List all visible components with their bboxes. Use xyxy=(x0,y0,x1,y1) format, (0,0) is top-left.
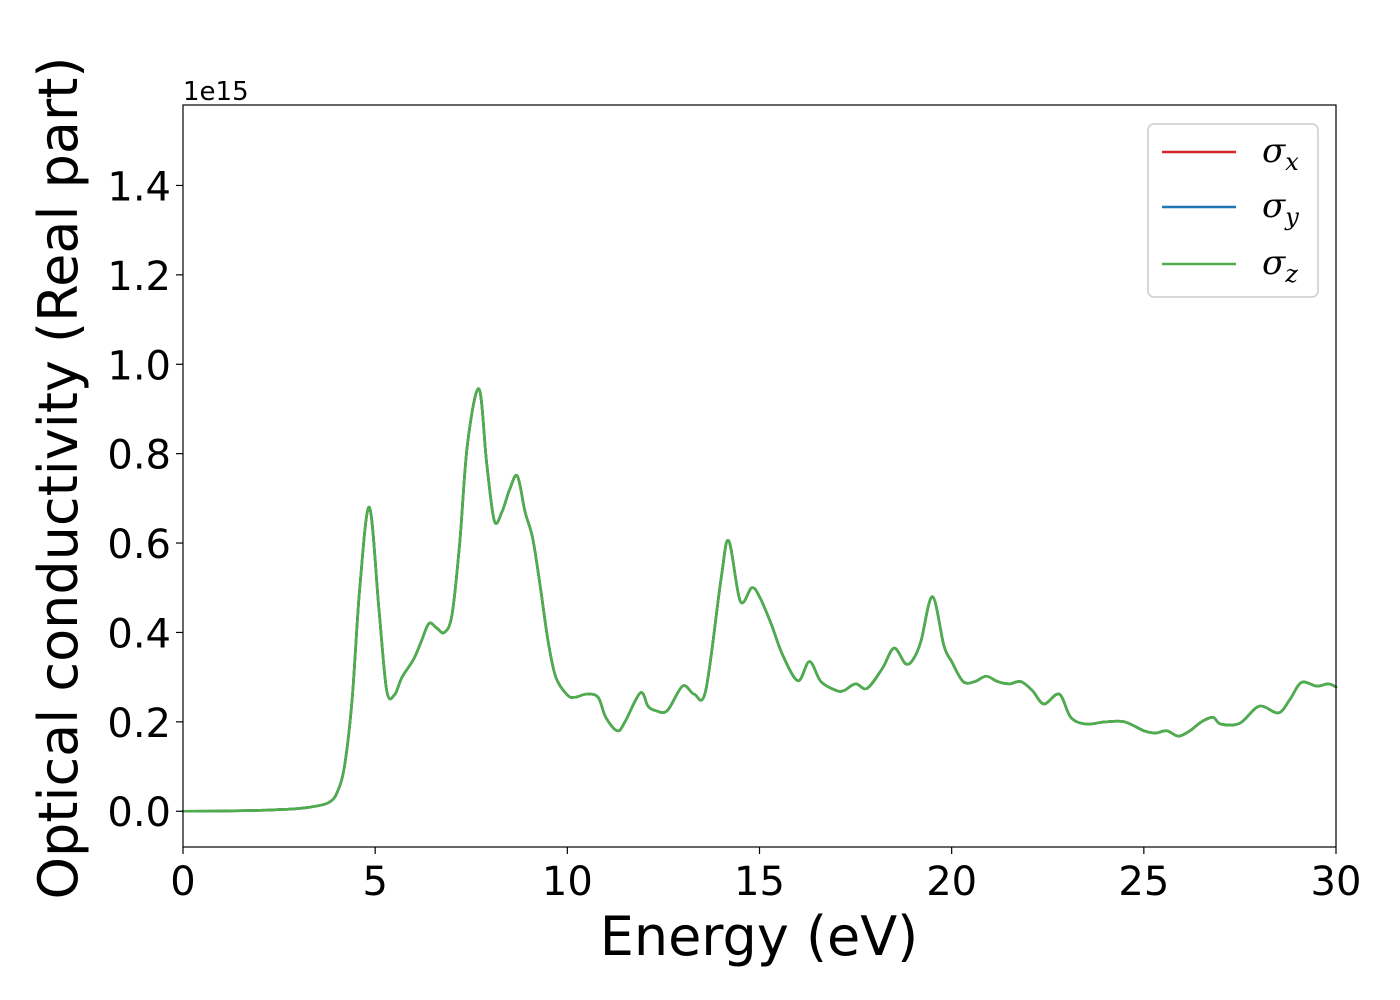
x-axis: 0 5 10 15 20 25 30 xyxy=(170,847,1361,905)
y-tick-label: 0.0 xyxy=(107,790,171,836)
x-tick-label: 30 xyxy=(1311,859,1362,905)
legend-entry-sigma-y: σy xyxy=(1162,186,1299,231)
x-axis-label: Energy (eV) xyxy=(600,905,919,968)
series-sigma-z-line xyxy=(181,387,1338,813)
y-offset-text: 1e15 xyxy=(183,77,249,107)
x-tick-label: 0 xyxy=(170,859,195,905)
legend-symbol: σ xyxy=(1262,186,1286,226)
x-tick-label: 5 xyxy=(362,859,387,905)
series-sigma-y-line xyxy=(181,387,1338,813)
y-axis-label: Optical conductivity (Real part) xyxy=(27,57,90,900)
legend-label: σz xyxy=(1262,243,1298,288)
x-tick-label: 15 xyxy=(734,859,785,905)
series-layer xyxy=(181,387,1338,813)
legend-subscript: z xyxy=(1284,260,1298,288)
legend-entry-sigma-x: σx xyxy=(1162,131,1299,176)
y-tick-label: 0.2 xyxy=(107,701,171,747)
legend-entry-sigma-z: σz xyxy=(1162,243,1298,288)
legend-symbol: σ xyxy=(1262,131,1286,171)
y-tick-label: 0.6 xyxy=(107,522,171,568)
y-tick-label: 1.4 xyxy=(107,164,171,210)
series-sigma-x-line xyxy=(181,387,1338,813)
legend-label: σy xyxy=(1262,186,1299,231)
legend-symbol: σ xyxy=(1262,243,1286,283)
legend-subscript: y xyxy=(1284,203,1299,231)
x-tick-label: 25 xyxy=(1118,859,1169,905)
y-tick-label: 1.2 xyxy=(107,254,171,300)
x-tick-label: 20 xyxy=(926,859,977,905)
y-tick-label: 0.4 xyxy=(107,611,171,657)
legend-label: σx xyxy=(1262,131,1299,176)
y-axis: 0.0 0.2 0.4 0.6 0.8 1.0 1.2 1.4 xyxy=(107,164,183,836)
legend-box xyxy=(1147,123,1319,298)
x-tick-label: 10 xyxy=(542,859,593,905)
y-tick-label: 0.8 xyxy=(107,433,171,479)
legend-subscript: x xyxy=(1285,148,1299,176)
y-tick-label: 1.0 xyxy=(107,343,171,389)
